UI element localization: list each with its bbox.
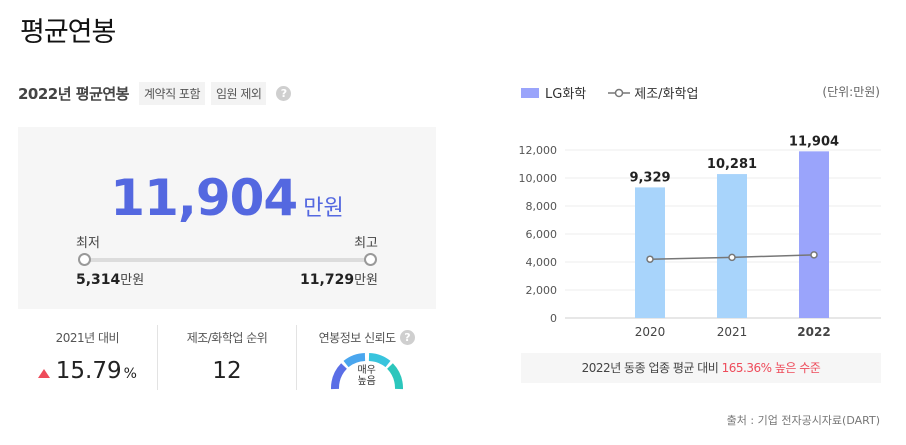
bar-2022 <box>799 151 829 318</box>
summary-title: 2022년 평균연봉 <box>18 84 129 103</box>
summary-header: 2022년 평균연봉 계약직 포함 임원 제외 ? <box>18 81 292 105</box>
tag-contract-included: 계약직 포함 <box>138 81 205 105</box>
y-tick-label: 4,000 <box>526 256 558 269</box>
stat-rank-value: 12 <box>212 358 242 384</box>
range-max-label: 최고 <box>354 236 378 251</box>
stat-yoy-value: 15.79 <box>55 358 122 384</box>
note-highlight: 165.36% 높은 수준 <box>721 361 821 375</box>
help-icon[interactable]: ? <box>276 85 292 101</box>
trust-gauge: 매우 높음 <box>330 351 404 391</box>
legend-line-swatch <box>608 88 631 97</box>
industry-point <box>810 251 818 259</box>
legend-industry: 제조/화학업 <box>634 87 699 102</box>
stat-yoy-label: 2021년 대비 <box>55 331 120 345</box>
average-salary-unit: 만원 <box>303 196 344 221</box>
stat-trust-label: 연봉정보 신뢰도 <box>318 331 397 345</box>
y-tick-label: 8,000 <box>526 200 558 213</box>
y-tick-label: 10,000 <box>519 172 558 185</box>
page-title: 평균연봉 <box>20 17 116 48</box>
stats-row: 2021년 대비 15.79% 제조/화학업 순위 12 연봉정보 신뢰도 ? … <box>18 325 436 390</box>
bar-data-label: 9,329 <box>629 170 670 185</box>
bar-2020 <box>635 187 665 318</box>
average-salary: 11,904 만원 <box>18 169 436 227</box>
bar-2021 <box>717 174 747 318</box>
industry-point <box>646 255 654 263</box>
stat-rank-label: 제조/화학업 순위 <box>186 331 268 345</box>
trust-level-line2: 높음 <box>357 376 376 387</box>
chart-legend: LG화학 제조/화학업 <box>521 83 698 102</box>
chart-unit-label: (단위:만원) <box>822 85 880 99</box>
range-max-value: 11,729만원 <box>300 272 378 288</box>
data-source: 출처 : 기업 전자공시자료(DART) <box>726 414 880 427</box>
up-arrow-icon <box>37 369 50 378</box>
stat-trust: 연봉정보 신뢰도 ? 매우 높음 <box>296 325 436 390</box>
average-salary-card: 11,904 만원 최저 최고 5,314만원 11,729만원 <box>18 127 436 309</box>
stat-yoy: 2021년 대비 15.79% <box>18 325 157 390</box>
y-tick-label: 12,000 <box>519 144 558 157</box>
note-prefix: 2022년 동종 업종 평균 대비 <box>581 361 719 375</box>
range-min-label: 최저 <box>76 236 100 251</box>
x-tick-label: 2020 <box>635 325 666 339</box>
help-icon[interactable]: ? <box>399 330 415 345</box>
legend-company: LG화학 <box>545 87 587 102</box>
stat-yoy-unit: % <box>123 366 137 382</box>
trust-level-line1: 매우 <box>357 365 376 376</box>
range-min-marker <box>78 253 91 266</box>
x-tick-label: 2022 <box>797 325 830 339</box>
range-max-marker <box>364 253 377 266</box>
average-salary-value: 11,904 <box>110 169 298 227</box>
y-tick-label: 0 <box>550 312 557 325</box>
y-tick-label: 6,000 <box>526 228 558 241</box>
industry-comparison-note: 2022년 동종 업종 평균 대비 165.36% 높은 수준 <box>521 353 881 383</box>
bar-data-label: 11,904 <box>789 134 839 149</box>
y-tick-label: 2,000 <box>526 284 558 297</box>
legend-bar-swatch <box>521 87 539 98</box>
industry-point <box>728 253 736 262</box>
bar-data-label: 10,281 <box>707 157 757 172</box>
range-min-value: 5,314만원 <box>76 272 145 288</box>
x-tick-label: 2021 <box>717 325 748 339</box>
stat-rank: 제조/화학업 순위 12 <box>156 325 297 390</box>
salary-range-track <box>84 258 370 262</box>
salary-chart: 0 2,000 4,000 6,000 8,000 10,000 12,000 9,329 20… <box>519 134 881 339</box>
tag-executive-excluded: 임원 제외 <box>211 81 267 105</box>
